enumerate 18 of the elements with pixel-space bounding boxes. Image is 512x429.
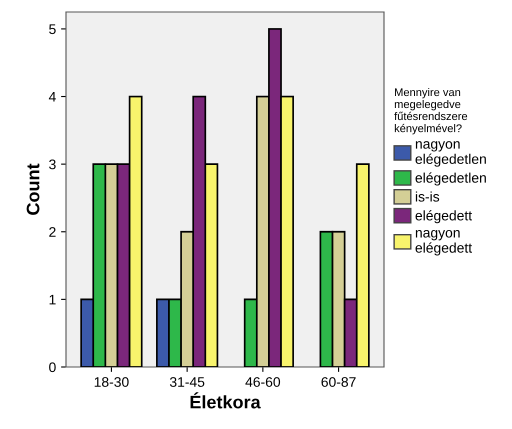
legend-title: Mennyire van megelegedve fűtésrendszere kényelmével?	[394, 88, 468, 134]
y-tick-label: 0	[49, 362, 56, 372]
y-tick-label: 5	[49, 24, 56, 34]
y-tick-label: 1	[50, 294, 56, 304]
legend-label: nagyon elégedett	[416, 230, 472, 256]
legend-label: is-is	[416, 191, 440, 202]
legend-label: elégedetlen	[416, 172, 486, 186]
y-axis-title: Count	[26, 164, 40, 215]
x-axis-title: Életkora	[190, 392, 261, 408]
legend-label: nagyon elégedetlen	[416, 141, 486, 167]
x-tick-label: 31-45	[170, 377, 204, 387]
x-tick-label: 18-30	[94, 377, 129, 387]
x-tick-label: 46-60	[245, 377, 280, 387]
legend-label: elégedett	[416, 210, 472, 224]
y-tick-label: 3	[49, 159, 56, 170]
y-tick-label: 4	[48, 92, 56, 102]
y-tick-label: 2	[49, 227, 56, 237]
x-tick-label: 60-87	[322, 377, 356, 387]
